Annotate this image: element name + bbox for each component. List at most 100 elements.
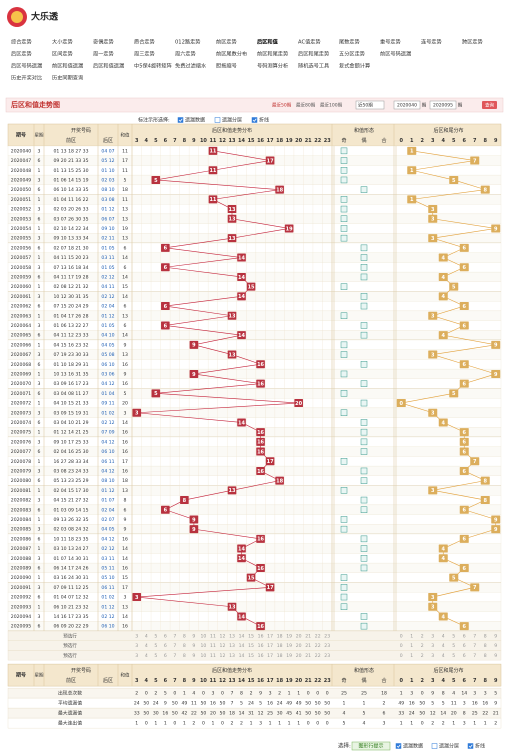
nav-link[interactable]: 前区走势 bbox=[216, 38, 237, 46]
preselect-sum[interactable]: 23 bbox=[324, 653, 330, 659]
preselect-sum[interactable]: 13 bbox=[229, 653, 235, 659]
nav-link[interactable]: 前区尾数分布 bbox=[216, 50, 247, 58]
nav-link[interactable]: 前区和尾走势 bbox=[257, 50, 288, 58]
nav-link[interactable]: 历史开奖对比 bbox=[11, 74, 42, 82]
preselect-sum[interactable]: 16 bbox=[258, 633, 264, 639]
checkbox[interactable] bbox=[177, 117, 184, 123]
recent-link[interactable]: 最近100期 bbox=[320, 102, 343, 109]
preselect-tail[interactable]: 1 bbox=[410, 633, 413, 639]
checkbox-label[interactable]: 折线 bbox=[259, 117, 269, 124]
preselect-tail[interactable]: 5 bbox=[452, 653, 455, 659]
preselect-sum[interactable]: 17 bbox=[267, 653, 273, 659]
preselect-sum[interactable]: 5 bbox=[154, 633, 157, 639]
preselect-sum[interactable]: 19 bbox=[286, 643, 292, 649]
preselect-sum[interactable]: 11 bbox=[210, 643, 216, 649]
preselect-sum[interactable]: 12 bbox=[220, 653, 226, 659]
nav-link[interactable]: 质合走势 bbox=[134, 38, 155, 46]
preselect-sum[interactable]: 5 bbox=[154, 643, 157, 649]
checkbox-label[interactable]: 遗漏分层 bbox=[222, 117, 242, 124]
preselect-sum[interactable]: 6 bbox=[164, 633, 167, 639]
preselect-sum[interactable]: 22 bbox=[315, 633, 321, 639]
nav-link[interactable]: 周六走势 bbox=[175, 50, 196, 58]
nav-link[interactable]: 后区和值遗漏 bbox=[93, 62, 124, 70]
nav-link[interactable]: 尾数走势 bbox=[339, 38, 360, 46]
preselect-tail[interactable]: 6 bbox=[463, 643, 466, 649]
preselect-tail[interactable]: 7 bbox=[473, 643, 476, 649]
preselect-sum[interactable]: 18 bbox=[277, 643, 283, 649]
preselect-tail[interactable]: 5 bbox=[452, 643, 455, 649]
preselect-sum[interactable]: 13 bbox=[229, 633, 235, 639]
nav-link[interactable]: 后区和尾走势 bbox=[298, 50, 329, 58]
preselect-sum[interactable]: 14 bbox=[239, 643, 245, 649]
nav-link[interactable]: 后区走势 bbox=[11, 50, 32, 58]
checkbox[interactable] bbox=[395, 743, 402, 749]
preselect-tail[interactable]: 7 bbox=[473, 653, 476, 659]
preselect-sum[interactable]: 22 bbox=[315, 653, 321, 659]
preselect-sum[interactable]: 8 bbox=[183, 653, 186, 659]
preselect-sum[interactable]: 3 bbox=[135, 633, 138, 639]
hint-button[interactable] bbox=[351, 741, 391, 751]
preselect-sum[interactable]: 19 bbox=[286, 633, 292, 639]
preselect-sum[interactable]: 13 bbox=[229, 643, 235, 649]
checkbox[interactable] bbox=[431, 743, 438, 749]
preselect-tail[interactable]: 3 bbox=[431, 643, 434, 649]
preselect-sum[interactable]: 3 bbox=[135, 643, 138, 649]
preselect-tail[interactable]: 2 bbox=[421, 633, 424, 639]
preselect-sum[interactable]: 10 bbox=[200, 643, 206, 649]
query-button[interactable] bbox=[482, 101, 497, 109]
preselect-sum[interactable]: 10 bbox=[200, 653, 206, 659]
preselect-sum[interactable]: 20 bbox=[296, 643, 302, 649]
preselect-sum[interactable]: 10 bbox=[200, 633, 206, 639]
preselect-tail[interactable]: 5 bbox=[452, 633, 455, 639]
preselect-sum[interactable]: 23 bbox=[324, 633, 330, 639]
hint-button-text[interactable]: 图形行提示 bbox=[358, 743, 383, 750]
to-input[interactable] bbox=[429, 100, 457, 110]
preselect-tail[interactable]: 1 bbox=[410, 653, 413, 659]
preselect-tail[interactable]: 2 bbox=[421, 643, 424, 649]
preselect-sum[interactable]: 17 bbox=[267, 643, 273, 649]
preselect-tail[interactable]: 1 bbox=[410, 643, 413, 649]
preselect-sum[interactable]: 7 bbox=[173, 643, 176, 649]
preselect-tail[interactable]: 7 bbox=[473, 633, 476, 639]
nav-link[interactable]: 号码测算分析 bbox=[257, 62, 288, 70]
period-select[interactable] bbox=[355, 100, 385, 110]
nav-link[interactable]: 前区和值遗漏 bbox=[52, 62, 83, 70]
preselect-sum[interactable]: 22 bbox=[315, 643, 321, 649]
preselect-sum[interactable]: 9 bbox=[192, 633, 195, 639]
preselect-tail[interactable]: 8 bbox=[484, 653, 487, 659]
nav-link[interactable]: 012路走势 bbox=[175, 38, 200, 46]
nav-link[interactable]: 后区和值 bbox=[257, 38, 279, 46]
checkbox[interactable] bbox=[467, 743, 474, 749]
preselect-tail[interactable]: 0 bbox=[400, 633, 403, 639]
preselect-tail[interactable]: 9 bbox=[494, 653, 497, 659]
nav-link[interactable]: 周三走势 bbox=[134, 50, 155, 58]
preselect-sum[interactable]: 9 bbox=[192, 653, 195, 659]
preselect-tail[interactable]: 8 bbox=[484, 643, 487, 649]
preselect-sum[interactable]: 17 bbox=[267, 633, 273, 639]
preselect-tail[interactable]: 6 bbox=[463, 653, 466, 659]
checkbox-label[interactable]: 遗漏数据 bbox=[403, 743, 423, 750]
period-select-text[interactable]: 近50期 bbox=[358, 102, 373, 109]
preselect-sum[interactable]: 11 bbox=[210, 653, 216, 659]
preselect-sum[interactable]: 11 bbox=[210, 633, 216, 639]
preselect-sum[interactable]: 6 bbox=[164, 643, 167, 649]
preselect-sum[interactable]: 15 bbox=[248, 653, 254, 659]
preselect-sum[interactable]: 12 bbox=[220, 643, 226, 649]
preselect-sum[interactable]: 4 bbox=[145, 643, 148, 649]
preselect-sum[interactable]: 15 bbox=[248, 633, 254, 639]
nav-link[interactable]: 免费过滤缩水 bbox=[175, 62, 207, 70]
preselect-sum[interactable]: 4 bbox=[145, 653, 148, 659]
checkbox-label[interactable]: 遗漏分层 bbox=[439, 743, 459, 750]
preselect-sum[interactable]: 16 bbox=[258, 653, 264, 659]
preselect-tail[interactable]: 9 bbox=[494, 633, 497, 639]
checkbox-label[interactable]: 遗漏数据 bbox=[185, 117, 205, 124]
nav-link[interactable]: 大小走势 bbox=[52, 38, 73, 46]
nav-link[interactable]: 前区号码遗漏 bbox=[380, 50, 411, 58]
nav-link[interactable]: 复式金额计算 bbox=[339, 62, 370, 70]
preselect-tail[interactable]: 0 bbox=[400, 653, 403, 659]
nav-link[interactable]: 胆拖缩号 bbox=[216, 62, 237, 70]
checkbox-label[interactable]: 折线 bbox=[475, 743, 485, 750]
preselect-sum[interactable]: 20 bbox=[296, 653, 302, 659]
preselect-tail[interactable]: 8 bbox=[484, 633, 487, 639]
preselect-sum[interactable]: 20 bbox=[296, 633, 302, 639]
